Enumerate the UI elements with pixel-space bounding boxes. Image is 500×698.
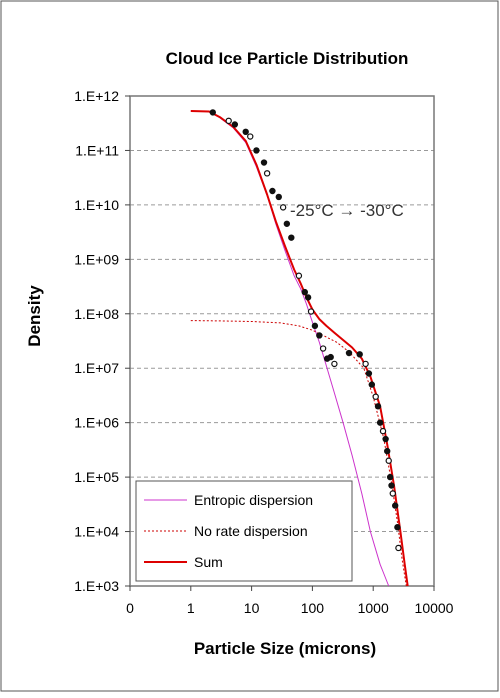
y-tick-label: 1.E+04	[74, 524, 119, 540]
data-point	[311, 322, 319, 330]
data-points	[209, 109, 402, 552]
x-tick-label: 1	[187, 600, 195, 616]
x-tick-label: 100	[301, 600, 325, 616]
data-point	[247, 133, 254, 140]
data-point	[395, 544, 402, 552]
data-point	[327, 353, 334, 361]
data-point	[372, 393, 379, 400]
data-point	[288, 234, 295, 241]
data-point	[388, 482, 395, 489]
y-tick-label: 1.E+08	[74, 306, 119, 322]
data-point	[295, 272, 303, 279]
data-point	[209, 109, 216, 116]
data-point	[368, 381, 376, 388]
y-tick-label: 1.E+11	[75, 142, 119, 158]
data-point	[394, 524, 401, 531]
data-point	[382, 435, 389, 443]
data-point	[331, 360, 338, 368]
data-point	[386, 473, 394, 481]
data-point	[275, 193, 282, 201]
y-tick-label: 1.E+06	[74, 415, 119, 431]
y-axis-label: Density	[25, 285, 44, 347]
series-line-no-rate-dispersion	[190, 320, 407, 587]
data-point	[316, 332, 323, 339]
data-point	[384, 447, 391, 455]
data-point	[283, 220, 291, 227]
data-point	[365, 370, 373, 377]
data-point	[385, 457, 392, 464]
data-point	[379, 427, 387, 435]
data-point	[225, 117, 232, 125]
axis-ticks: 1.E+03 1.E+04 1.E+05 1.E+06 1.E+07 1.E+08 1.E+…	[74, 88, 453, 616]
data-point	[307, 308, 315, 315]
data-point	[231, 121, 239, 128]
x-axis-label: Particle Size (microns)	[194, 639, 376, 658]
x-tick-label: 1000	[358, 600, 389, 616]
x-tick-label: 0	[126, 600, 134, 616]
x-tick-label: 10000	[415, 600, 454, 616]
legend-label: Sum	[194, 554, 223, 570]
legend-label: Entropic dispersion	[194, 492, 313, 508]
y-tick-label: 1.E+12	[74, 88, 119, 104]
data-point	[269, 187, 276, 195]
data-point	[279, 204, 287, 211]
data-point	[374, 403, 382, 410]
data-point	[319, 345, 327, 352]
data-point	[263, 170, 271, 177]
data-point	[304, 294, 312, 301]
data-point	[301, 288, 309, 296]
data-point	[362, 360, 369, 368]
data-point	[345, 349, 353, 357]
data-point	[376, 419, 384, 426]
chart-title: Cloud Ice Particle Distribution	[166, 49, 409, 68]
data-point	[253, 147, 260, 154]
legend: Entropic dispersion No rate dispersion Sum	[135, 480, 353, 582]
plot-area	[129, 95, 435, 587]
y-tick-label: 1.E+05	[74, 469, 119, 485]
y-tick-label: 1.E+03	[74, 578, 119, 594]
y-tick-label: 1.E+10	[74, 197, 119, 213]
y-tick-label: 1.E+07	[74, 360, 119, 376]
legend-label: No rate dispersion	[194, 523, 308, 539]
data-point	[242, 128, 249, 136]
x-tick-label: 10	[244, 600, 260, 616]
annotation-text: -25°C → -30°C	[290, 201, 404, 220]
y-tick-label: 1.E+09	[74, 251, 119, 267]
data-point	[260, 159, 268, 166]
data-point	[391, 502, 399, 509]
data-point	[356, 351, 363, 358]
data-point	[389, 490, 396, 497]
